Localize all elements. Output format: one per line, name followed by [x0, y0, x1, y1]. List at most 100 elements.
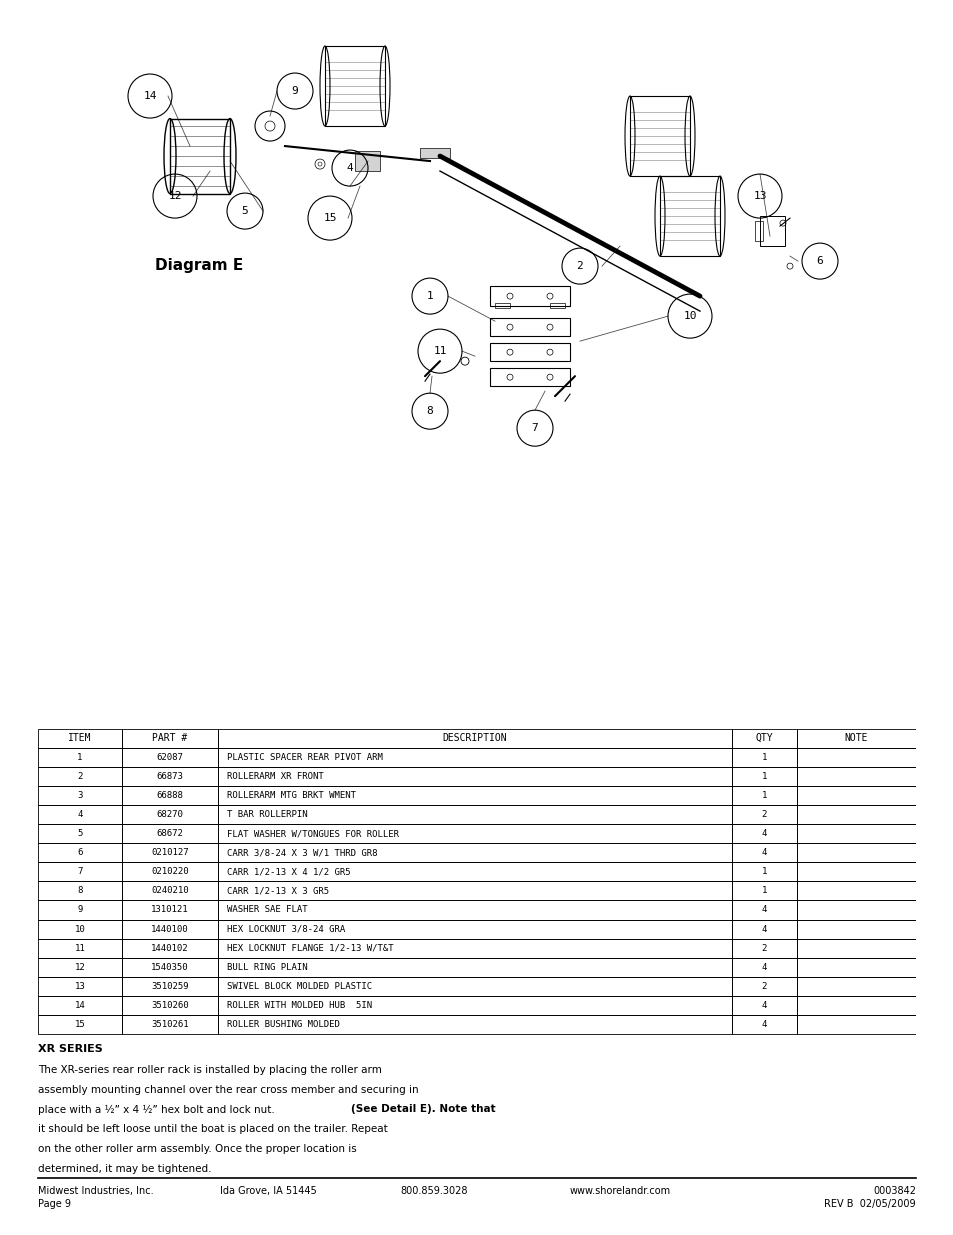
Text: HEX LOCKNUT 3/8-24 GRA: HEX LOCKNUT 3/8-24 GRA — [227, 925, 345, 934]
Text: XR SERIES: XR SERIES — [38, 1044, 103, 1053]
Bar — [218, 939, 731, 957]
Bar — [218, 805, 731, 824]
Bar — [731, 882, 797, 900]
Text: 1: 1 — [760, 772, 766, 781]
Text: 6: 6 — [816, 256, 822, 266]
Bar — [38, 844, 121, 862]
Bar — [38, 747, 121, 767]
Bar — [38, 785, 121, 805]
Text: 1440100: 1440100 — [151, 925, 189, 934]
Text: ROLLERARM MTG BRKT WMENT: ROLLERARM MTG BRKT WMENT — [227, 790, 355, 800]
Text: 3510261: 3510261 — [151, 1020, 189, 1029]
Bar — [38, 862, 121, 882]
Text: 1: 1 — [760, 887, 766, 895]
Text: 0210220: 0210220 — [151, 867, 189, 877]
Bar — [218, 844, 731, 862]
Text: 2: 2 — [576, 261, 583, 272]
Text: 4: 4 — [760, 1020, 766, 1029]
Bar — [731, 900, 797, 920]
Text: 4: 4 — [760, 963, 766, 972]
Text: 14: 14 — [74, 1000, 85, 1010]
Bar — [731, 1015, 797, 1034]
Text: assembly mounting channel over the rear cross member and securing in: assembly mounting channel over the rear … — [38, 1084, 418, 1094]
Bar — [490, 368, 569, 387]
Text: 9: 9 — [77, 905, 83, 914]
Text: 7: 7 — [77, 867, 83, 877]
Text: 10: 10 — [74, 925, 85, 934]
Bar — [38, 939, 121, 957]
Text: 5: 5 — [77, 829, 83, 839]
Text: place with a ½” x 4 ½” hex bolt and lock nut.: place with a ½” x 4 ½” hex bolt and lock… — [38, 1104, 278, 1114]
Text: 1: 1 — [426, 291, 433, 301]
Bar — [797, 767, 915, 785]
Bar — [355, 151, 379, 172]
Text: 1440102: 1440102 — [151, 944, 189, 952]
Bar — [121, 805, 218, 824]
Text: 2: 2 — [760, 982, 766, 990]
Text: BULL RING PLAIN: BULL RING PLAIN — [227, 963, 307, 972]
Text: 10: 10 — [682, 311, 696, 321]
Bar — [731, 785, 797, 805]
Text: on the other roller arm assembly. Once the proper location is: on the other roller arm assembly. Once t… — [38, 1145, 356, 1155]
Bar — [121, 785, 218, 805]
Bar — [121, 844, 218, 862]
Bar — [797, 1015, 915, 1034]
Bar — [797, 862, 915, 882]
Text: 15: 15 — [74, 1020, 85, 1029]
Text: www.shorelandr.com: www.shorelandr.com — [569, 1186, 670, 1195]
Text: CARR 1/2-13 X 4 1/2 GR5: CARR 1/2-13 X 4 1/2 GR5 — [227, 867, 350, 877]
Bar — [797, 939, 915, 957]
Text: 1540350: 1540350 — [151, 963, 189, 972]
Bar — [121, 977, 218, 995]
Bar — [797, 805, 915, 824]
Bar — [797, 882, 915, 900]
Bar — [38, 882, 121, 900]
Text: 15: 15 — [323, 214, 336, 224]
Bar — [38, 1015, 121, 1034]
Bar — [218, 977, 731, 995]
Text: 7: 7 — [531, 424, 537, 433]
Text: 0210127: 0210127 — [151, 848, 189, 857]
Text: 0240210: 0240210 — [151, 887, 189, 895]
Text: QTY: QTY — [755, 734, 773, 743]
Text: PLASTIC SPACER REAR PIVOT ARM: PLASTIC SPACER REAR PIVOT ARM — [227, 753, 382, 762]
Bar — [38, 805, 121, 824]
Text: ROLLER WITH MOLDED HUB  5IN: ROLLER WITH MOLDED HUB 5IN — [227, 1000, 372, 1010]
Bar — [121, 957, 218, 977]
Bar — [797, 900, 915, 920]
Bar — [490, 343, 569, 361]
Bar — [659, 177, 720, 256]
Text: SWIVEL BLOCK MOLDED PLASTIC: SWIVEL BLOCK MOLDED PLASTIC — [227, 982, 372, 990]
Bar — [38, 957, 121, 977]
Text: 66888: 66888 — [156, 790, 183, 800]
Text: ROLLER BUSHING MOLDED: ROLLER BUSHING MOLDED — [227, 1020, 339, 1029]
Text: DESCRIPTION: DESCRIPTION — [442, 734, 507, 743]
Text: 9: 9 — [292, 86, 298, 96]
Bar — [121, 1015, 218, 1034]
Bar — [218, 767, 731, 785]
Text: 66873: 66873 — [156, 772, 183, 781]
Bar — [121, 882, 218, 900]
Bar — [731, 729, 797, 747]
Bar — [121, 824, 218, 844]
Bar — [760, 216, 784, 246]
Text: 8: 8 — [77, 887, 83, 895]
Bar — [121, 995, 218, 1015]
Bar — [629, 96, 689, 177]
Text: WASHER SAE FLAT: WASHER SAE FLAT — [227, 905, 307, 914]
Bar — [731, 977, 797, 995]
Text: 3510259: 3510259 — [151, 982, 189, 990]
Text: 3: 3 — [77, 790, 83, 800]
Bar — [797, 785, 915, 805]
Text: T BAR ROLLERPIN: T BAR ROLLERPIN — [227, 810, 307, 819]
Bar — [121, 900, 218, 920]
Text: PART #: PART # — [152, 734, 187, 743]
Bar — [121, 729, 218, 747]
Bar — [218, 995, 731, 1015]
Text: 1310121: 1310121 — [151, 905, 189, 914]
Text: 4: 4 — [77, 810, 83, 819]
Bar — [419, 148, 450, 158]
Text: Ida Grove, IA 51445: Ida Grove, IA 51445 — [220, 1186, 316, 1195]
Bar — [325, 46, 385, 126]
Text: NOTE: NOTE — [844, 734, 867, 743]
